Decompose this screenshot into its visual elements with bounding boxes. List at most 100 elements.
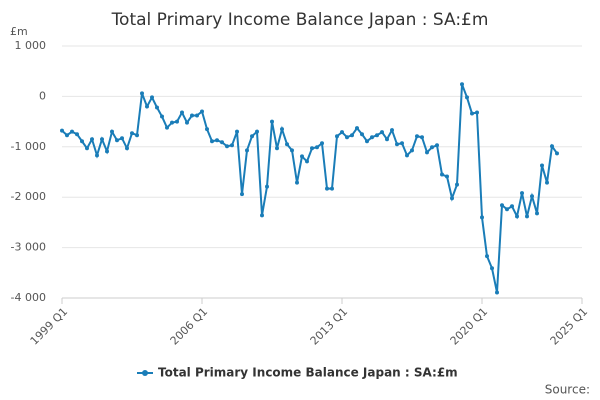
data-point <box>390 128 394 133</box>
data-point <box>495 290 499 295</box>
x-tick-label: 2020 Q1 <box>448 305 491 348</box>
data-point <box>230 143 234 148</box>
data-point <box>510 204 514 209</box>
data-point <box>210 139 214 144</box>
data-point <box>245 148 249 153</box>
data-point <box>310 146 314 151</box>
data-point <box>455 182 459 187</box>
data-point <box>520 191 524 196</box>
data-point <box>550 144 554 149</box>
data-point <box>260 213 264 218</box>
data-point <box>410 148 414 153</box>
data-point <box>155 105 159 110</box>
data-point <box>535 211 539 216</box>
data-point <box>195 113 199 118</box>
data-point <box>280 127 284 132</box>
data-point <box>490 266 494 271</box>
data-point <box>305 159 309 164</box>
data-point <box>265 184 269 189</box>
x-tick-label: 2006 Q1 <box>168 305 211 348</box>
data-point <box>475 110 479 115</box>
data-point <box>485 254 489 259</box>
data-point <box>555 151 559 156</box>
data-point <box>135 133 139 138</box>
data-point <box>530 194 534 199</box>
data-point <box>225 144 229 149</box>
data-point <box>340 130 344 135</box>
x-tick-label: 2025 Q1 <box>548 305 591 348</box>
data-point <box>215 138 219 143</box>
data-point <box>65 133 69 138</box>
data-point <box>360 132 364 137</box>
x-tick-label: 1999 Q1 <box>28 305 71 348</box>
series-line <box>61 83 558 293</box>
data-point <box>250 134 254 139</box>
data-point <box>545 180 549 185</box>
data-point <box>380 130 384 135</box>
y-tick-label: 1 000 <box>15 39 47 52</box>
data-point <box>320 141 324 146</box>
data-point <box>425 150 429 155</box>
data-point <box>435 143 439 148</box>
data-point <box>445 174 449 179</box>
y-tick-label: -3 000 <box>11 241 46 254</box>
data-point <box>315 145 319 150</box>
data-point <box>240 192 244 197</box>
data-point <box>100 137 104 142</box>
data-point <box>295 180 299 185</box>
data-point <box>540 163 544 168</box>
data-point <box>220 140 224 145</box>
y-tick-label: -2 000 <box>11 190 46 203</box>
data-point <box>200 109 204 114</box>
data-point <box>290 148 294 153</box>
data-point <box>325 186 329 191</box>
data-point <box>300 154 304 159</box>
data-point <box>130 131 134 136</box>
data-point <box>385 137 389 142</box>
data-point <box>165 125 169 130</box>
data-point <box>170 120 174 125</box>
x-tick-label: 2013 Q1 <box>308 305 351 348</box>
data-point <box>355 126 359 131</box>
data-point <box>460 82 464 87</box>
source: Source: <box>545 383 590 397</box>
data-point <box>160 114 164 119</box>
data-point <box>415 134 419 139</box>
data-point <box>60 128 64 133</box>
data-point <box>150 95 154 100</box>
data-point <box>370 135 374 140</box>
data-point <box>180 110 184 115</box>
data-point <box>395 142 399 147</box>
data-point <box>175 119 179 124</box>
data-point <box>235 129 239 134</box>
y-tick-label: -4 000 <box>11 291 46 304</box>
data-point <box>85 146 89 151</box>
data-point <box>205 127 209 132</box>
data-point <box>70 129 74 134</box>
chart-title: Total Primary Income Balance Japan : SA:… <box>111 10 489 30</box>
data-point <box>505 207 509 212</box>
data-point <box>120 136 124 141</box>
data-point <box>115 138 119 143</box>
data-point <box>185 120 189 125</box>
data-point <box>375 133 379 138</box>
y-tick-label: 0 <box>39 89 46 102</box>
y-tick-label: -1 000 <box>11 140 46 153</box>
data-point <box>345 135 349 140</box>
data-point <box>95 153 99 158</box>
data-point <box>125 146 129 151</box>
data-point <box>515 214 519 219</box>
data-point <box>270 119 274 124</box>
data-point <box>75 132 79 137</box>
data-point <box>350 133 354 138</box>
data-point <box>465 95 469 100</box>
y-axis-unit: £m <box>10 25 28 38</box>
data-point <box>450 196 454 201</box>
data-point <box>525 214 529 219</box>
data-point <box>480 215 484 220</box>
data-point <box>335 134 339 139</box>
legend-marker <box>142 370 148 376</box>
data-point <box>420 135 424 140</box>
data-point <box>275 146 279 151</box>
